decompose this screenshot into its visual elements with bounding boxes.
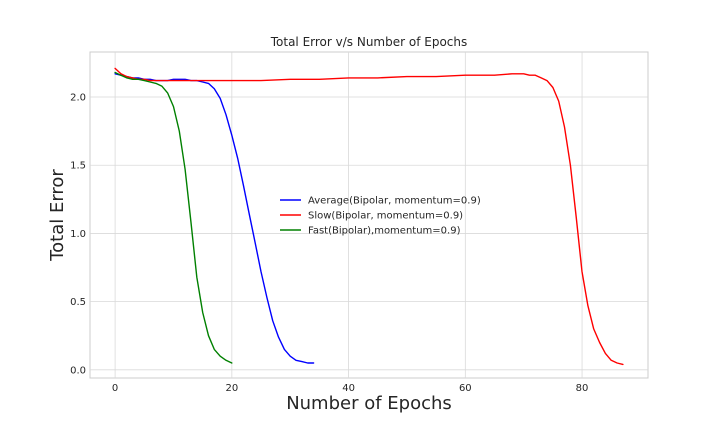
x-axis-label: Number of Epochs xyxy=(286,393,452,414)
series-lines xyxy=(114,67,624,366)
y-tick-label: 1.0 xyxy=(70,229,86,240)
y-tick-label: 1.5 xyxy=(70,161,86,172)
series-line-2 xyxy=(114,67,624,366)
y-tick-label: 0.5 xyxy=(70,297,86,308)
y-tick-label: 0.0 xyxy=(70,365,86,376)
grid xyxy=(90,52,648,378)
x-tick-label: 0 xyxy=(112,383,118,394)
x-tick-label: 60 xyxy=(459,383,472,394)
x-tick-label: 20 xyxy=(225,383,238,394)
legend: Average(Bipolar, momentum=0.9) Slow(Bipol… xyxy=(280,196,481,237)
tick-labels: 0 20 40 60 80 0.0 0.5 1.0 1.5 2.0 xyxy=(70,93,588,394)
legend-label: Fast(Bipolar),momentum=0.9) xyxy=(308,226,461,237)
legend-label: Slow(Bipolar, momentum=0.9) xyxy=(308,211,463,222)
legend-label: Average(Bipolar, momentum=0.9) xyxy=(308,196,481,207)
chart-title: Total Error v/s Number of Epochs xyxy=(270,35,468,49)
x-tick-label: 80 xyxy=(576,383,589,394)
y-axis-label: Total Error xyxy=(47,169,68,262)
y-tick-label: 2.0 xyxy=(70,93,86,104)
x-tick-label: 40 xyxy=(342,383,355,394)
plot-area xyxy=(89,51,649,379)
series-line-1 xyxy=(114,73,315,364)
series-line-3 xyxy=(114,71,233,364)
